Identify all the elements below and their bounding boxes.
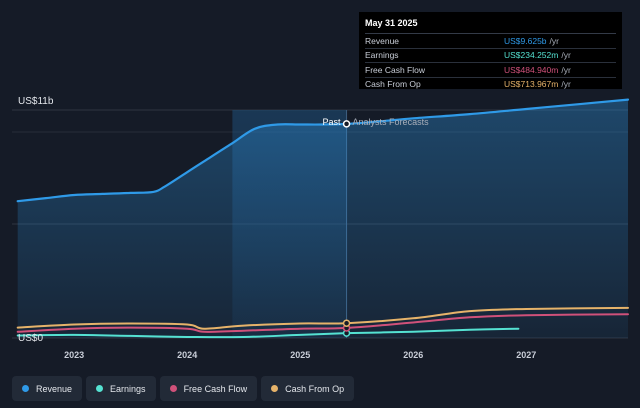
- free-cash-flow-line: [16, 313, 629, 333]
- legend-dot-icon: [169, 385, 177, 392]
- tooltip-rows: Revenue US$9.625b/yr Earnings US$234.252m/y…: [365, 34, 616, 91]
- tooltip: May 31 2025 Revenue US$9.625b/yr Earnings U…: [359, 12, 622, 89]
- x-tick-label: 2023: [64, 350, 84, 360]
- revenue-line: [16, 98, 630, 203]
- forecast-label: Analysts Forecasts: [353, 117, 430, 127]
- tooltip-series-unit: /yr: [561, 50, 571, 61]
- tooltip-date: May 31 2025: [365, 18, 616, 34]
- x-tick-label: 2024: [177, 350, 197, 360]
- y-axis-top-label: US$11b: [18, 96, 54, 107]
- tooltip-series-name: Earnings: [365, 50, 399, 61]
- x-tick-label: 2026: [403, 350, 423, 360]
- tooltip-series-unit: /yr: [561, 79, 571, 90]
- chart: US$11b US$0 Past Analysts Forecasts 2023…: [12, 96, 630, 360]
- legend-dot-icon: [96, 385, 104, 392]
- tooltip-series-name: Free Cash Flow: [365, 64, 425, 75]
- legend-dot-icon: [22, 385, 29, 392]
- tooltip-series-value: US$484.940m: [504, 64, 559, 75]
- tooltip-series-unit: /yr: [561, 64, 571, 75]
- tooltip-row: Free Cash Flow US$484.940m/yr: [365, 63, 616, 78]
- tooltip-series-value: US$713.967m: [504, 79, 559, 90]
- revenue-marker: [342, 120, 351, 128]
- cash-from-op-line: [16, 306, 629, 330]
- tooltip-series-value: US$9.625b: [504, 35, 547, 46]
- legend-label: Cash From Op: [285, 383, 345, 394]
- tooltip-row: Earnings US$234.252m/yr: [365, 49, 616, 63]
- x-tick-label: 2027: [516, 350, 536, 360]
- revenue-area: [17, 99, 628, 338]
- tooltip-row: Revenue US$9.625b/yr: [365, 34, 616, 49]
- legend-item-cash-from-op[interactable]: Cash From Op: [261, 376, 355, 401]
- legend-dot-icon: [271, 385, 279, 392]
- y-axis-bottom-label: US$0: [18, 333, 43, 344]
- legend-item-earnings[interactable]: Earnings: [86, 376, 156, 401]
- past-label: Past: [323, 117, 342, 127]
- legend-item-free-cash-flow[interactable]: Free Cash Flow: [159, 376, 258, 401]
- x-axis-ticks: 2023 2024 2025 2026 2027: [64, 350, 536, 360]
- legend-label: Revenue: [36, 383, 73, 394]
- earnings-line: [16, 327, 520, 339]
- cash-from-op-marker: [342, 319, 351, 327]
- legend-item-revenue[interactable]: Revenue: [12, 376, 83, 401]
- tooltip-series-unit: /yr: [549, 35, 559, 46]
- tooltip-series-name: Cash From Op: [365, 79, 421, 90]
- legend-label: Free Cash Flow: [183, 383, 248, 394]
- tooltip-series-value: US$234.252m: [504, 50, 559, 61]
- area-layer: [17, 99, 628, 338]
- marker-layer: [342, 120, 351, 337]
- tooltip-row: Cash From Op US$713.967m/yr: [365, 78, 616, 92]
- legend-label: Earnings: [110, 383, 146, 394]
- legend: Revenue Earnings Free Cash Flow Cash From O…: [12, 376, 355, 401]
- tooltip-series-name: Revenue: [365, 35, 400, 46]
- line-layer: [16, 98, 630, 339]
- x-tick-label: 2025: [290, 350, 310, 360]
